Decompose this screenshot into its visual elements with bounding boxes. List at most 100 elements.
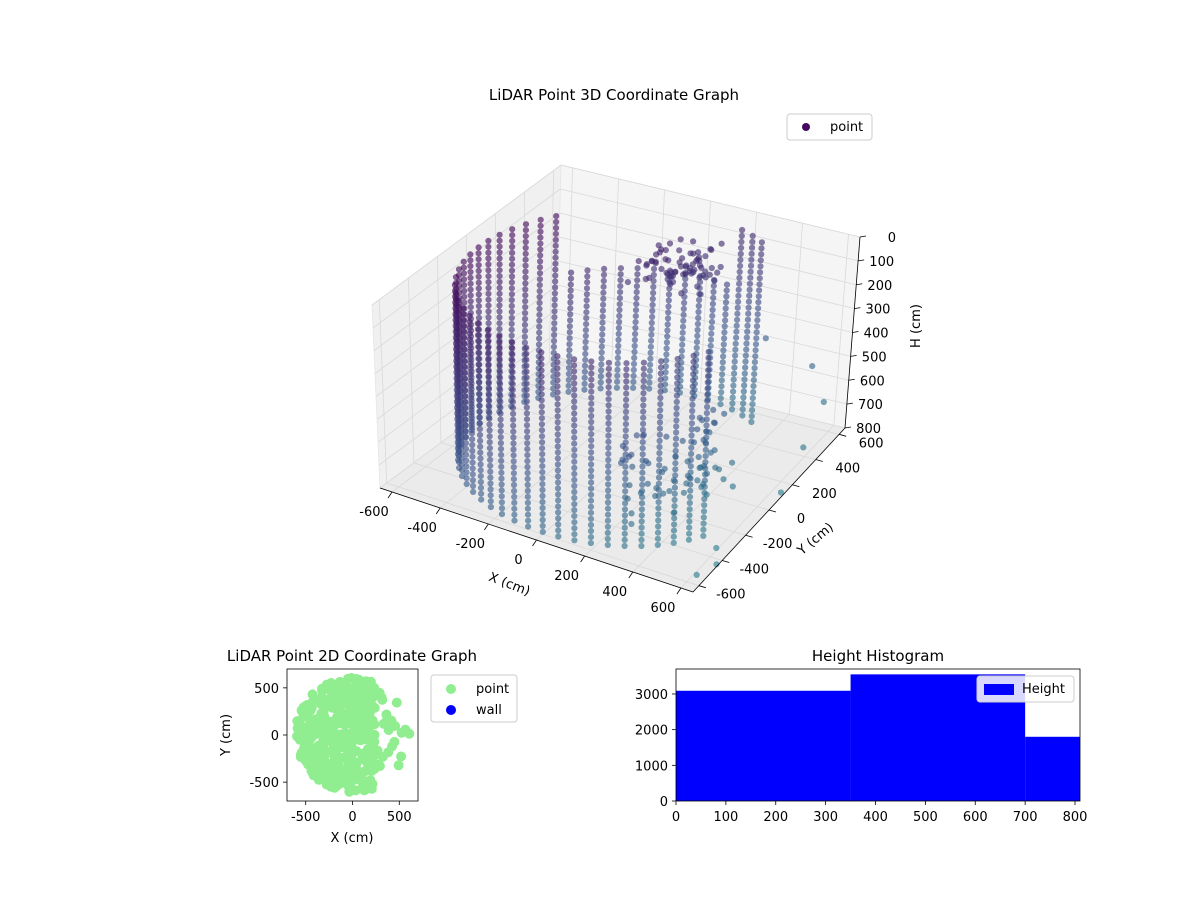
chart-3d-point [566,335,573,342]
chart-2d-point [308,746,319,757]
chart-2d-point [331,781,342,791]
chart-3d-point [588,376,595,383]
chart-2d-point [393,760,404,771]
chart-3d-point [521,357,528,364]
chart-3d-point [672,453,679,461]
chart-3d-point [587,521,595,529]
chart-3d-point [632,324,639,332]
chart-3d-point [632,313,639,320]
chart-3d-point [742,352,749,359]
chart-3d-point [732,346,739,353]
chart-3d-x-tick-mark [435,507,441,515]
chart-3d-point [539,486,546,494]
chart-3d-point [649,313,656,320]
chart-3d-point [650,271,657,279]
chart-3d-point [476,332,483,339]
chart-3d-point [752,347,759,354]
chart-2d-point [302,722,313,733]
chart-3d-point [658,265,665,273]
chart-3d-point [621,518,629,525]
chart-3d-point [650,277,657,285]
chart-3d-point [521,392,528,400]
chart-3d-point [476,426,483,433]
chart-3d-point [486,421,493,428]
chart-3d-point [554,425,561,432]
chart-3d-point [588,412,595,420]
chart-3d-legend-box [786,113,873,141]
chart-3d-point [539,475,546,482]
chart-histogram-y-ticks: 0 1000 2000 3000 [635,688,676,810]
chart-3d-point [498,481,505,488]
chart-3d-point [477,461,484,468]
chart-3d-point [622,445,629,452]
chart-3d-point [703,422,710,429]
chart-3d-point [749,401,756,408]
chart-3d-point [539,445,546,452]
chart-3d-point [686,493,694,500]
chart-3d-point [687,475,694,482]
chart-3d-point [498,451,505,458]
chart-3d-point [721,335,728,342]
chart-3d-point [749,232,756,239]
chart-3d-point [588,406,595,413]
chart-3d-point [523,416,531,423]
chart-3d-point [539,498,546,506]
chart-3d-point [601,265,608,272]
chart-3d-point [555,527,562,534]
chart-3d-point [673,423,680,430]
chart-3d-point [737,262,744,269]
chart-3d-point [469,436,476,443]
chart-3d-point [486,427,493,434]
chart-3d-point [496,243,503,250]
chart-3d-point [467,304,474,311]
chart-3d-point [615,324,623,332]
chart-3d-point [552,248,559,255]
chart-2d-point [345,762,356,773]
chart-2d-y-axis-label: Y (cm) [219,714,234,757]
chart-3d-point [475,320,483,327]
chart-3d-point [460,270,467,277]
chart-3d-point [752,353,759,360]
chart-3d-point [718,389,725,396]
chart-3d-point [496,308,503,315]
chart-3d-point [475,285,482,292]
chart-3d-point [536,305,543,312]
chart-3d-point [700,520,707,527]
chart-3d-point [605,402,612,409]
chart-3d-point [688,450,695,457]
chart-3d-point [717,263,724,271]
chart-3d-point [681,299,688,306]
chart-3d-point [487,468,494,475]
chart-3d-point [469,482,477,490]
chart-3d-point [605,396,612,403]
chart-3d-x-tick-mark [580,555,585,563]
chart-3d-point [522,286,529,293]
chart-3d-point [485,374,492,381]
chart-3d-point [655,499,662,506]
chart-3d-point [536,299,543,306]
chart-3d-point [522,238,529,246]
chart-3d-point [552,236,559,243]
chart-3d-y-tick-label: -200 [763,537,793,552]
chart-3d-point [476,396,483,404]
chart-3d-point [672,435,680,442]
chart-3d-point [666,285,673,292]
chart-3d-point [638,542,645,550]
chart-3d-point [662,363,670,370]
chart-3d-gridline-y-floor [522,381,816,460]
chart-3d-point [485,273,492,280]
chart-3d-point [640,396,647,403]
chart-3d-point [571,392,578,399]
chart-2d-x-tick-label: -500 [291,810,321,825]
chart-3d-point [695,453,702,461]
chart-3d-point [537,228,544,235]
chart-3d-x-tick-label: 0 [514,553,522,568]
chart-histogram-x-tick-label: 100 [713,810,738,825]
chart-3d-point [638,518,645,525]
chart-3d-point [588,461,595,468]
chart-3d-point [524,493,531,500]
chart-3d-point [623,360,630,367]
chart-3d-point [555,515,562,522]
chart-3d-point [739,412,746,419]
chart-3d-point [679,329,686,336]
